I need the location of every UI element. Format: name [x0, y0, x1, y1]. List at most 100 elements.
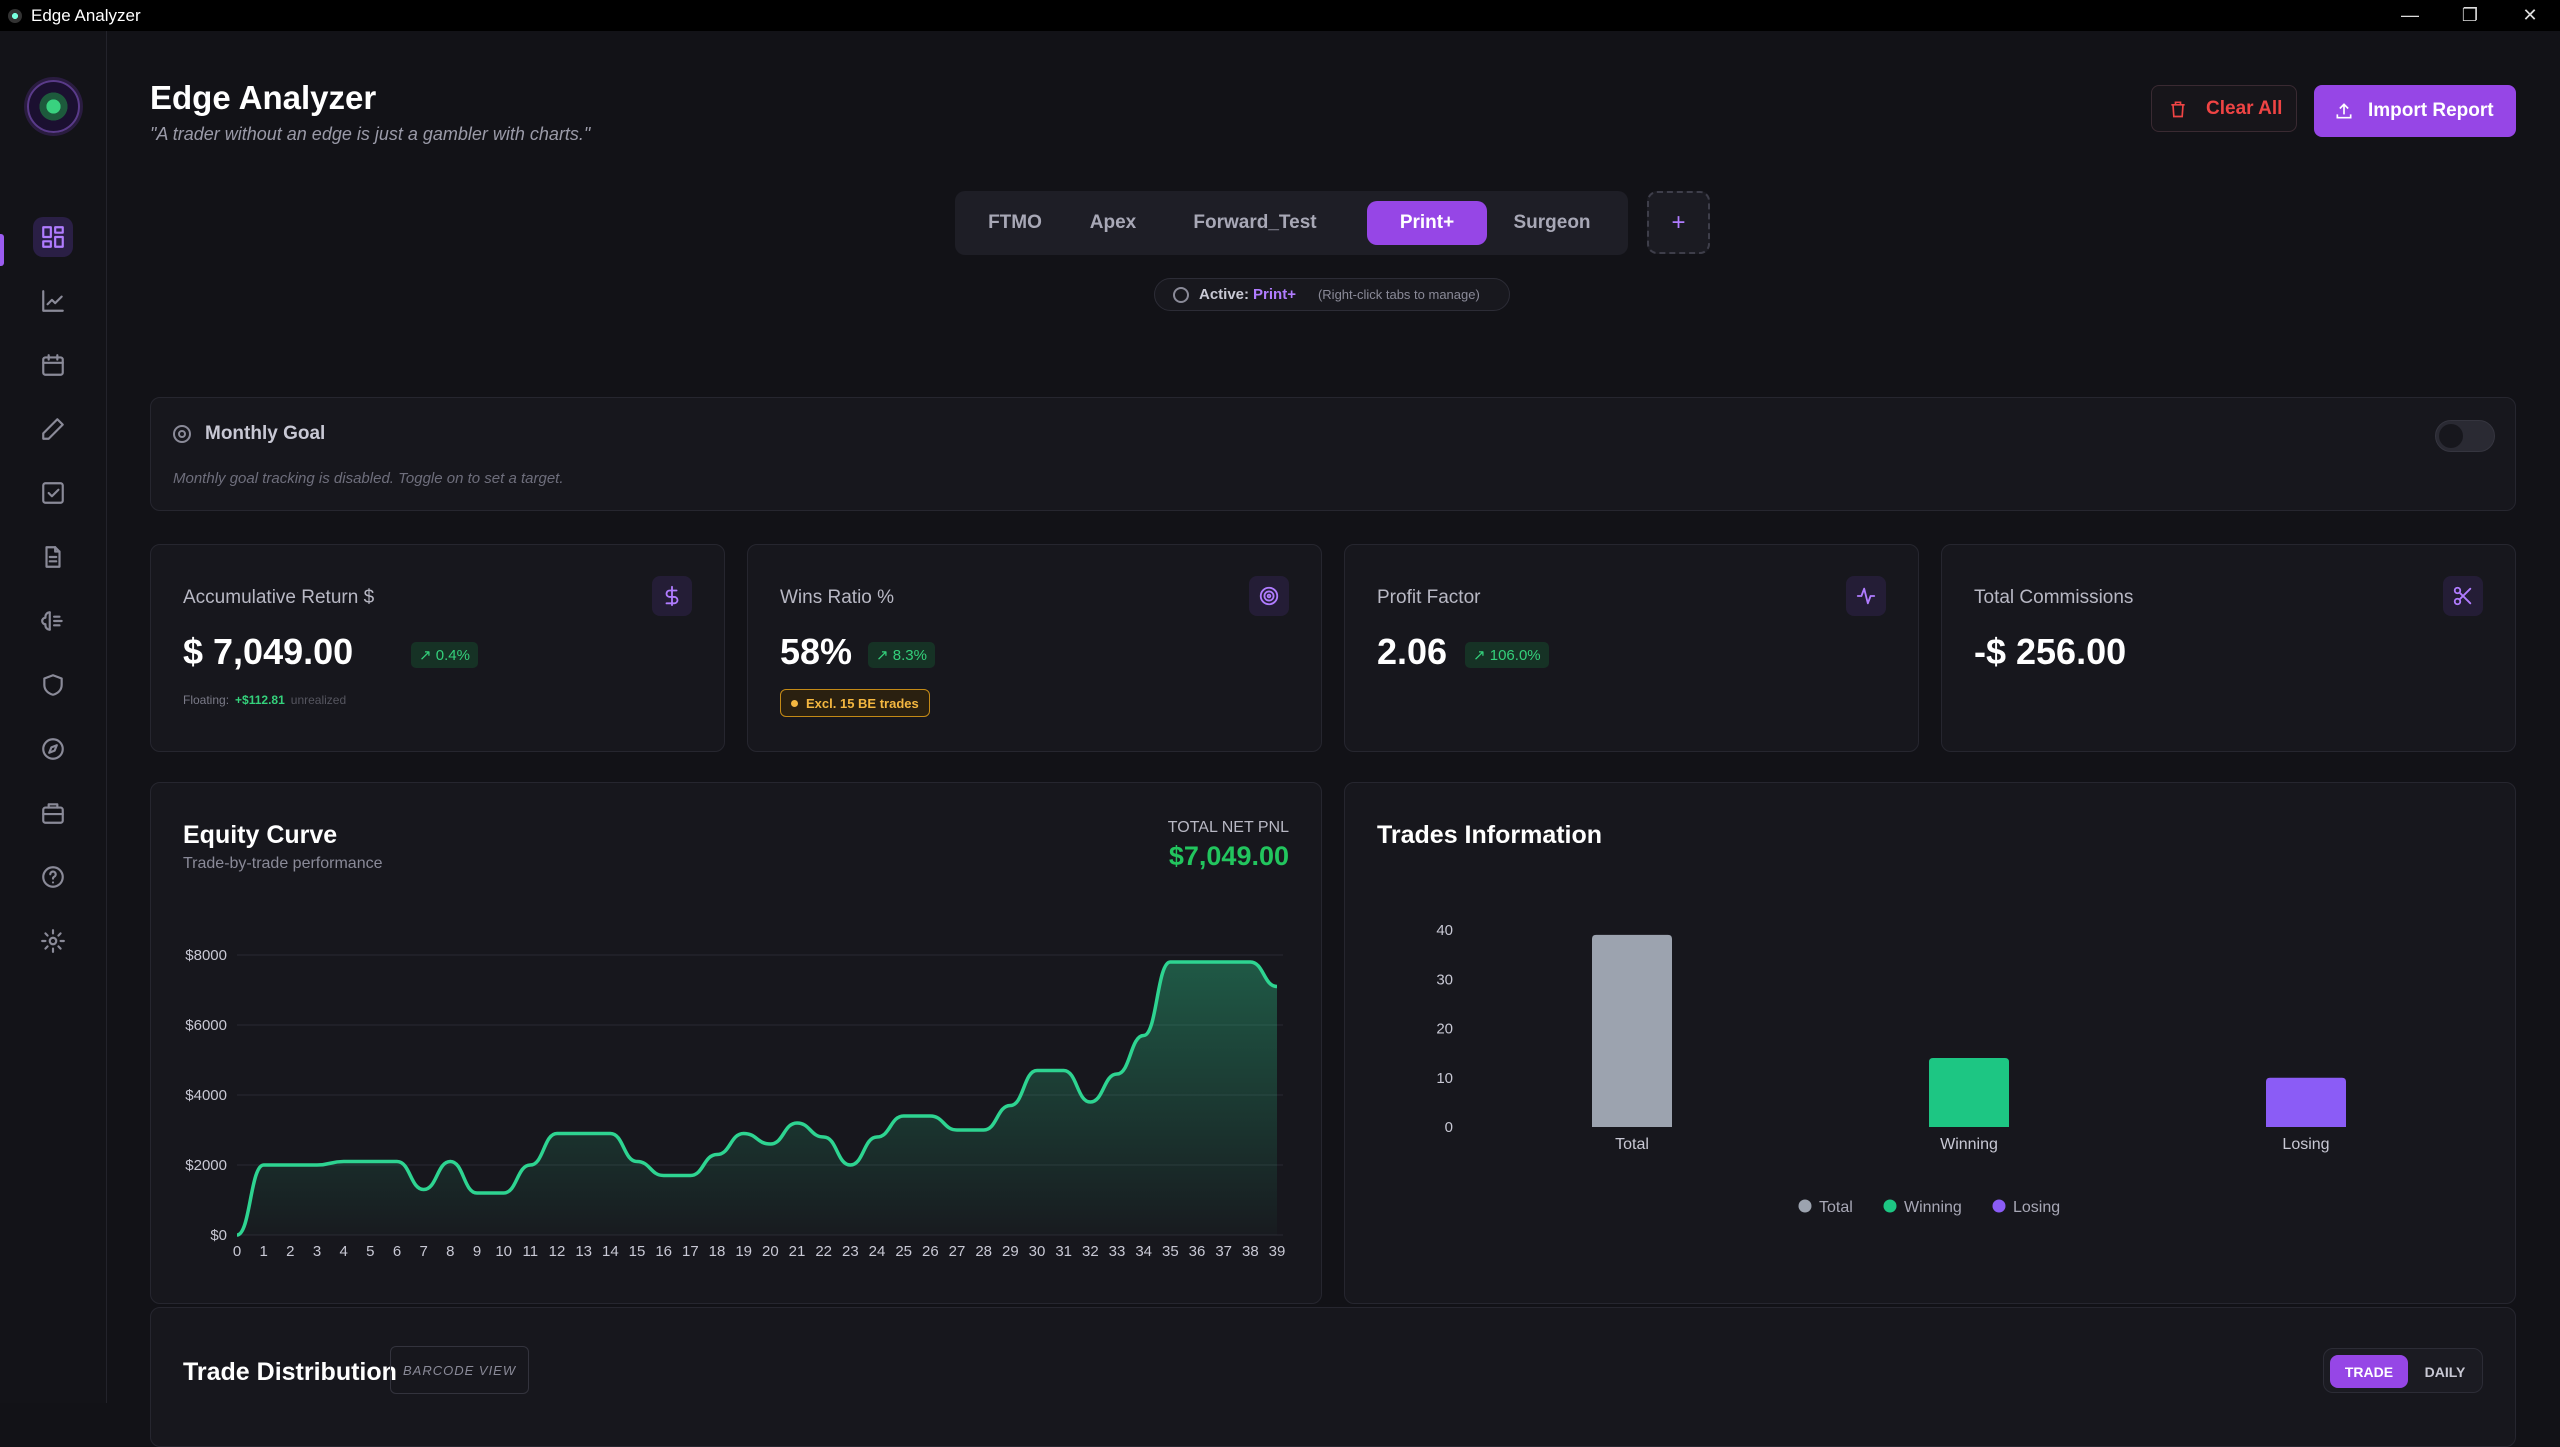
page-title: Edge Analyzer [150, 79, 376, 117]
main-content: Edge Analyzer "A trader without an edge … [107, 31, 2560, 1403]
x-tick-label: 2 [286, 1243, 294, 1260]
y-tick-label: 0 [1445, 1119, 1453, 1136]
tab-ftmo[interactable]: FTMO [969, 201, 1061, 245]
x-tick-label: 31 [1055, 1243, 1072, 1260]
trade-distribution-card: Trade Distribution BARCODE VIEW TRADE DA… [150, 1307, 2516, 1447]
user-circle-icon [1173, 287, 1189, 303]
stat-card-profit-factor: Profit Factor 2.06 ↗ 106.0% [1344, 544, 1919, 752]
briefcase-icon[interactable] [33, 793, 73, 833]
x-tick-label: 27 [949, 1243, 966, 1260]
pencil-icon[interactable] [33, 409, 73, 449]
excluded-trades-badge: Excl. 15 BE trades [780, 689, 930, 717]
y-tick-label: $8000 [185, 947, 227, 964]
monthly-goal-card: Monthly Goal Monthly goal tracking is di… [150, 397, 2516, 511]
clear-all-button[interactable]: Clear All [2151, 85, 2297, 132]
x-tick-label: 4 [339, 1243, 347, 1260]
x-tick-label: 26 [922, 1243, 939, 1260]
x-tick-label: 34 [1135, 1243, 1152, 1260]
trash-icon [2168, 99, 2188, 119]
legend-dot [1884, 1200, 1897, 1213]
shield-icon[interactable] [33, 665, 73, 705]
x-tick-label: 32 [1082, 1243, 1099, 1260]
return-label: Accumulative Return $ [183, 587, 374, 609]
trade-mode-option[interactable]: TRADE [2330, 1355, 2408, 1388]
x-tick-label: 22 [815, 1243, 832, 1260]
daily-mode-option[interactable]: DAILY [2412, 1355, 2478, 1388]
x-tick-label: 36 [1189, 1243, 1206, 1260]
profit-factor-value: 2.06 [1377, 631, 1447, 673]
monthly-goal-subtitle: Monthly goal tracking is disabled. Toggl… [173, 470, 564, 487]
app-icon [8, 9, 22, 23]
import-report-button[interactable]: Import Report [2314, 85, 2516, 137]
chart-line-icon[interactable] [33, 281, 73, 321]
monthly-goal-toggle[interactable] [2435, 420, 2495, 452]
import-report-label: Import Report [2368, 100, 2494, 122]
checklist-icon[interactable] [33, 473, 73, 513]
legend-label: Total [1819, 1199, 1853, 1216]
tab-print-plus[interactable]: Print+ [1367, 201, 1487, 245]
stat-card-wins: Wins Ratio % 58% ↗ 8.3% Excl. 15 BE trad… [747, 544, 1322, 752]
document-icon[interactable] [33, 537, 73, 577]
equity-curve-card: Equity Curve Trade-by-trade performance … [150, 782, 1322, 1304]
tab-surgeon[interactable]: Surgeon [1491, 201, 1613, 245]
target-icon [173, 425, 191, 443]
calendar-icon[interactable] [33, 345, 73, 385]
x-tick-label: 24 [869, 1243, 886, 1260]
compass-icon[interactable] [33, 729, 73, 769]
brain-icon[interactable] [33, 601, 73, 641]
target-icon [1249, 576, 1289, 616]
legend-label: Winning [1904, 1199, 1962, 1216]
y-tick-label: 20 [1436, 1021, 1453, 1038]
wins-delta-value: 8.3% [893, 647, 927, 664]
distribution-title: Trade Distribution [183, 1358, 397, 1387]
help-icon[interactable] [33, 857, 73, 897]
x-tick-label: 16 [655, 1243, 672, 1260]
commissions-label: Total Commissions [1974, 587, 2133, 609]
y-tick-label: $4000 [185, 1087, 227, 1104]
x-tick-label: 20 [762, 1243, 779, 1260]
x-tick-label: 10 [495, 1243, 512, 1260]
tab-forward-test[interactable]: Forward_Test [1167, 201, 1343, 245]
activity-icon [1846, 576, 1886, 616]
y-tick-label: 40 [1436, 922, 1453, 939]
return-delta: ↗ 0.4% [411, 642, 478, 668]
page-quote: "A trader without an edge is just a gamb… [150, 124, 590, 145]
wins-value: 58% [780, 631, 852, 673]
y-tick-label: $2000 [185, 1157, 227, 1174]
dashboard-icon[interactable] [33, 217, 73, 257]
x-tick-label: 30 [1029, 1243, 1046, 1260]
stat-card-commissions: Total Commissions -$ 256.00 [1941, 544, 2516, 752]
x-tick-label: 6 [393, 1243, 401, 1260]
app-logo[interactable] [27, 80, 80, 133]
add-tab-button[interactable]: + [1647, 191, 1710, 254]
tab-apex[interactable]: Apex [1063, 201, 1163, 245]
maximize-button[interactable]: ❐ [2440, 0, 2500, 31]
x-tick-label: 12 [549, 1243, 566, 1260]
x-tick-label: 23 [842, 1243, 859, 1260]
settings-icon[interactable] [33, 921, 73, 961]
active-nav-indicator [0, 234, 4, 266]
x-tick-label: Losing [2282, 1136, 2329, 1153]
x-tick-label: 19 [735, 1243, 752, 1260]
x-tick-label: 15 [629, 1243, 646, 1260]
x-tick-label: 28 [975, 1243, 992, 1260]
x-tick-label: 39 [1269, 1243, 1286, 1260]
x-tick-label: 7 [419, 1243, 427, 1260]
distribution-mode-toggle: TRADE DAILY [2323, 1348, 2483, 1393]
return-delta-value: 0.4% [436, 647, 470, 664]
y-tick-label: 30 [1436, 971, 1453, 988]
barcode-view-button[interactable]: BARCODE VIEW [390, 1346, 529, 1394]
bar-winning [1929, 1058, 2009, 1127]
dollar-icon [652, 576, 692, 616]
y-tick-label: 10 [1436, 1070, 1453, 1087]
minimize-button[interactable]: — [2380, 0, 2440, 31]
x-tick-label: 1 [259, 1243, 267, 1260]
x-tick-label: 8 [446, 1243, 454, 1260]
close-button[interactable]: ✕ [2500, 0, 2560, 31]
x-tick-label: 38 [1242, 1243, 1259, 1260]
x-tick-label: 5 [366, 1243, 374, 1260]
stat-card-return: Accumulative Return $ $ 7,049.00 ↗ 0.4% … [150, 544, 725, 752]
